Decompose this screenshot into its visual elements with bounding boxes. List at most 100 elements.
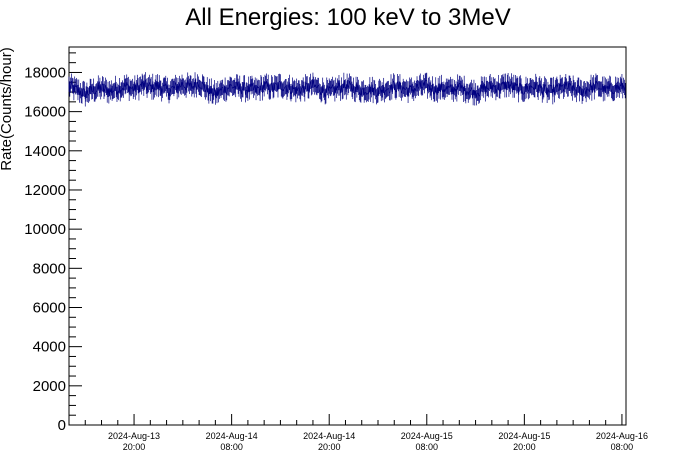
y-tick-label: 8000: [33, 260, 66, 277]
series-segment: [99, 85, 102, 92]
series-segment: [428, 84, 431, 91]
series-segment: [350, 84, 353, 90]
x-tick-label-date: 2024-Aug-13: [108, 431, 160, 441]
series-segment: [246, 89, 248, 91]
series-segment: [543, 83, 546, 90]
series-segment: [311, 86, 313, 88]
series-segment: [358, 92, 361, 95]
series-segment: [101, 83, 103, 89]
series-segment: [458, 83, 460, 88]
series-segment: [149, 82, 151, 87]
series-segment: [185, 85, 188, 91]
series-segment: [532, 86, 534, 88]
series-segment: [573, 87, 576, 91]
series-segment: [134, 82, 137, 93]
series-segment: [229, 83, 232, 86]
series-segment: [102, 84, 105, 92]
series-segment: [94, 91, 97, 95]
series-segment: [605, 85, 607, 88]
series-segment: [536, 84, 538, 90]
series-segment: [147, 84, 150, 86]
series-segment: [239, 83, 241, 92]
series-segment: [341, 84, 343, 92]
series-segment: [421, 87, 423, 89]
series-segment: [251, 83, 254, 87]
series-segment: [569, 83, 572, 86]
series-segment: [126, 82, 128, 86]
series-segment: [86, 90, 89, 95]
series-segment: [547, 89, 550, 93]
x-tick-label-time: 08:00: [220, 442, 243, 452]
series-segment: [297, 87, 299, 91]
series-segment: [298, 87, 301, 92]
series-segment: [542, 89, 545, 92]
series-segment: [492, 84, 494, 91]
series-segment: [222, 87, 224, 93]
series-segment: [357, 84, 359, 88]
series-segment: [559, 82, 562, 87]
series-segment: [103, 88, 106, 92]
series-segment: [319, 90, 321, 93]
series-segment: [353, 85, 355, 94]
series-segment: [545, 85, 547, 88]
series-segment: [362, 87, 365, 96]
series-segment: [597, 82, 599, 89]
series-segment: [338, 82, 341, 89]
series-segment: [623, 87, 626, 91]
series-segment: [119, 85, 121, 94]
series-segment: [415, 88, 417, 91]
series-segment: [271, 82, 273, 85]
series-segment: [83, 88, 85, 90]
series-segment: [554, 87, 556, 95]
series-segment: [584, 88, 586, 91]
series-segment: [449, 84, 452, 87]
series-segment: [499, 85, 502, 92]
series-segment: [419, 81, 422, 88]
series-segment: [169, 88, 172, 93]
x-tick-label-time: 20:00: [318, 442, 341, 452]
chart-title: All Energies: 100 keV to 3MeV: [185, 4, 511, 31]
series-segment: [302, 84, 305, 90]
series-segment: [75, 85, 78, 88]
series-segment: [231, 85, 233, 89]
series-segment: [202, 81, 204, 84]
series-segment: [236, 82, 239, 87]
series-segment: [535, 81, 537, 85]
series-segment: [432, 91, 435, 95]
series-segment: [611, 90, 613, 92]
series-segment: [112, 90, 114, 92]
series-segment: [272, 89, 275, 91]
series-segment: [386, 88, 389, 90]
series-segment: [205, 89, 207, 93]
series-segment: [396, 81, 398, 91]
series-segment: [580, 87, 583, 97]
series-segment: [270, 82, 272, 92]
series-segment: [622, 85, 624, 91]
series-segment: [402, 86, 405, 89]
series-segment: [456, 81, 459, 94]
series-segment: [531, 86, 533, 88]
series-segment: [541, 85, 543, 96]
series-segment: [370, 89, 372, 95]
series-segment: [570, 85, 572, 89]
series-segment: [161, 90, 163, 94]
series-segment: [384, 91, 386, 95]
series-segment: [191, 86, 193, 90]
series-segment: [145, 79, 147, 87]
series-segment: [288, 82, 291, 92]
series-segment: [485, 84, 488, 89]
series-segment: [395, 90, 398, 93]
series-segment: [343, 80, 346, 88]
series-segment: [292, 85, 294, 90]
series-segment: [96, 88, 98, 92]
series-segment: [224, 85, 227, 95]
series-segment: [100, 88, 102, 92]
y-tick-label: 12000: [24, 182, 66, 199]
series-segment: [514, 82, 516, 91]
series-segment: [587, 89, 589, 91]
x-tick-label-time: 20:00: [513, 442, 536, 452]
series-segment: [433, 93, 436, 95]
y-axis-ticks: 0 2000 4000 6000 8000 10000 12000 14000 16000 180…: [24, 52, 82, 434]
series-segment: [385, 89, 388, 91]
series-segment: [576, 87, 578, 95]
